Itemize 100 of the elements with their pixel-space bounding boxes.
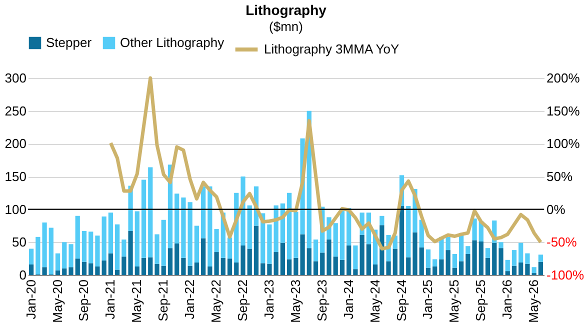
bar (386, 261, 391, 275)
bar (82, 231, 87, 262)
bar (525, 253, 530, 264)
bar (75, 216, 80, 259)
bar (333, 223, 338, 257)
bar (294, 212, 298, 258)
x-tick-label: Jan-20 (23, 280, 38, 320)
bar (168, 248, 173, 275)
bar (234, 262, 239, 275)
bar (200, 238, 206, 275)
bar (333, 256, 338, 275)
bar (406, 257, 411, 275)
x-tick-label: May-22 (208, 280, 224, 323)
bar (260, 263, 266, 275)
x-tick-label: May-23 (288, 280, 303, 323)
bar (134, 211, 140, 266)
bar (512, 266, 517, 275)
bar (426, 249, 431, 268)
bar (161, 220, 166, 266)
bar (452, 254, 458, 268)
bar (194, 226, 200, 263)
bar (208, 266, 212, 275)
bar (200, 186, 206, 238)
bar (267, 264, 272, 275)
y2-tick-label: -50% (546, 234, 578, 250)
bar (505, 271, 510, 275)
bar (532, 267, 536, 274)
bar (55, 253, 60, 270)
bar (452, 268, 458, 275)
bar (392, 248, 398, 275)
bar (220, 258, 226, 275)
bar (55, 270, 60, 275)
bar (181, 198, 186, 258)
bar (28, 248, 34, 264)
bar (286, 259, 292, 275)
x-tick-label: Sep-25 (473, 280, 488, 322)
bar (353, 245, 358, 270)
bar (313, 240, 318, 262)
x-tick-label: Jan-21 (102, 280, 118, 320)
bar (247, 248, 252, 275)
x-tick-label: Jan-23 (261, 280, 276, 320)
bar (68, 244, 74, 268)
x-tick-label: Sep-20 (76, 280, 92, 322)
x-tick-label: Jan-22 (182, 280, 198, 320)
bar (360, 234, 364, 275)
y2-tick-label: 150% (546, 103, 580, 118)
bar (141, 258, 146, 275)
bar (538, 254, 544, 262)
bar (326, 240, 332, 275)
bar (353, 269, 358, 275)
bar (446, 236, 450, 250)
y2-tick-label: 0% (546, 202, 566, 217)
bar (300, 234, 305, 275)
bar (122, 240, 126, 257)
legend-label: Lithography 3MMA YoY (264, 42, 400, 56)
x-tick-label: May-24 (367, 280, 382, 323)
bar (42, 222, 47, 268)
y2-tick-label: -100% (546, 268, 585, 282)
y2-tick-label: 50% (546, 169, 573, 184)
bar (340, 208, 345, 260)
bar (227, 258, 232, 275)
bar (214, 252, 219, 275)
bar (372, 264, 378, 275)
bar (505, 260, 510, 272)
bar (346, 245, 352, 275)
bar (102, 216, 106, 261)
bar (412, 232, 418, 275)
y-tick-label: 200 (4, 136, 26, 152)
y-tick-label: 100 (4, 202, 26, 217)
bar (498, 248, 504, 275)
bar (286, 192, 292, 260)
bar (95, 236, 100, 266)
bar (114, 270, 120, 275)
bar (313, 261, 318, 275)
bar (36, 236, 40, 274)
bar (439, 259, 444, 275)
bar (512, 250, 517, 266)
bar (88, 263, 94, 275)
bar (95, 266, 100, 275)
bar (267, 224, 272, 264)
bar (478, 242, 484, 275)
y2-tick-label: 100% (546, 136, 580, 152)
bar (492, 242, 497, 275)
x-tick-label: Jan-24 (340, 280, 356, 320)
y2-tick-label: 200% (546, 70, 580, 86)
bar (432, 259, 438, 266)
bar (108, 212, 114, 254)
bar (466, 246, 470, 254)
bar (108, 253, 114, 275)
bar (154, 264, 160, 275)
bar (141, 180, 146, 258)
bar (154, 234, 160, 264)
bar (102, 260, 106, 275)
legend-label: Stepper (46, 35, 92, 50)
bar (446, 250, 450, 275)
bar (88, 232, 94, 264)
x-tick-label: Sep-22 (235, 280, 250, 322)
bar (458, 261, 464, 275)
x-tick-label: Sep-24 (394, 280, 409, 322)
bar (274, 252, 278, 275)
